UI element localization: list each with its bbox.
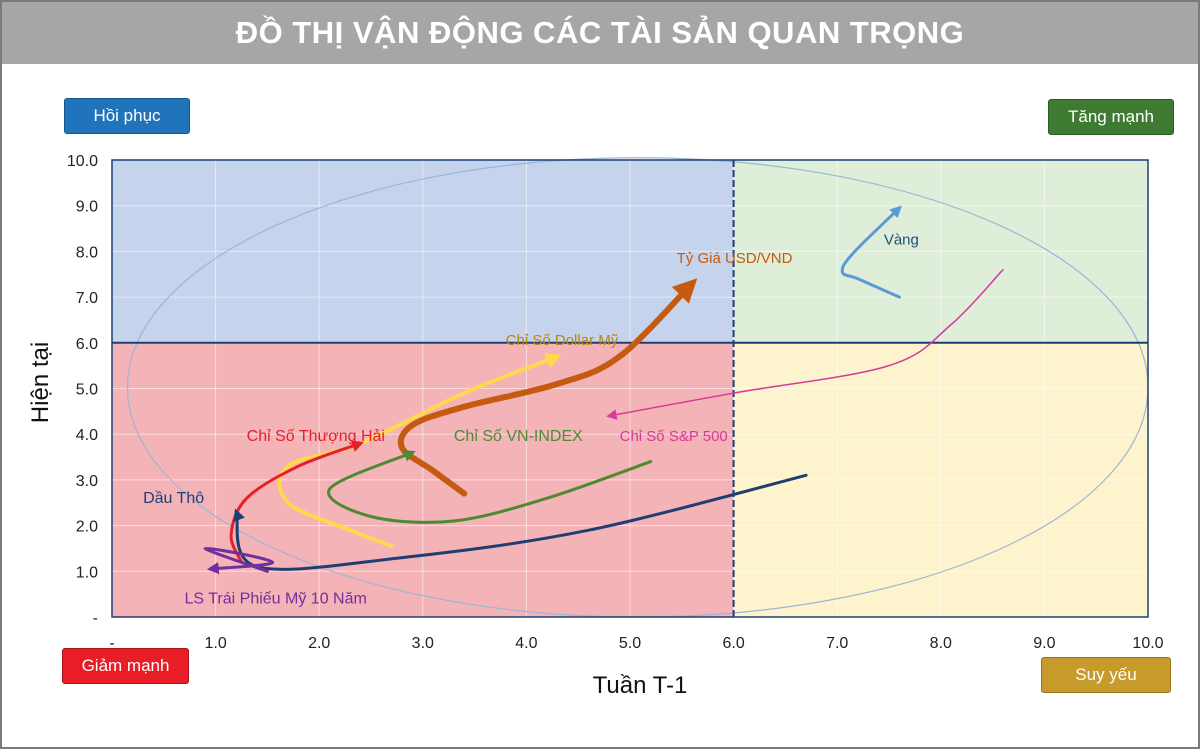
quadrant-label-strong-rise: Tăng mạnh (1048, 99, 1174, 135)
y-tick-label: 1.0 (76, 564, 98, 581)
x-tick-label: 9.0 (1033, 635, 1055, 652)
y-tick-label: 6.0 (76, 336, 98, 353)
x-tick-label: 6.0 (722, 635, 744, 652)
series-line-5 (606, 268, 1004, 420)
x-tick-label: 7.0 (826, 635, 848, 652)
y-tick-label: 4.0 (76, 427, 98, 444)
series-label-5: Chỉ Số S&P 500 (620, 428, 728, 445)
x-tick-label: 4.0 (515, 635, 537, 652)
series-label-1: Tỷ Giá USD/VND (677, 250, 793, 267)
series-label-3: Chỉ Số Thượng Hải (247, 428, 385, 445)
series-label-6: Dầu Thô (143, 490, 204, 507)
quadrant-dividers (112, 160, 1148, 617)
series-line-2 (277, 353, 562, 549)
series-line-0 (840, 205, 902, 299)
series-line-1 (397, 278, 698, 497)
chart-title: ĐỒ THỊ VẬN ĐỘNG CÁC TÀI SẢN QUAN TRỌNG (2, 2, 1198, 64)
y-tick-label: 7.0 (76, 290, 98, 307)
x-tick-label: 8.0 (930, 635, 952, 652)
series-line-3 (229, 440, 364, 564)
x-tick-label: 10.0 (1132, 635, 1163, 652)
plot-frame (111, 159, 1149, 618)
quadrant-label-weakening: Suy yếu (1041, 657, 1171, 693)
x-axis-label: Tuần T-1 (593, 672, 688, 699)
x-tick-label: 3.0 (412, 635, 434, 652)
series-labels: Vàng Tỷ Giá USD/VND Chỉ Số Dollar Mỹ Chỉ Số… (143, 232, 919, 608)
series-label-7: LS Trái Phiếu Mỹ 10 Năm (185, 590, 367, 607)
series-line-7 (203, 546, 275, 575)
y-axis-label: Hiện tại (27, 342, 54, 423)
x-tick-label: 2.0 (308, 635, 330, 652)
y-tick-label: 5.0 (76, 382, 98, 399)
x-tick-label: 5.0 (619, 635, 641, 652)
series-label-0: Vàng (884, 232, 919, 249)
x-tick-label: 1.0 (204, 635, 226, 652)
series-line-4 (327, 450, 653, 524)
quadrant-label-sharp-drop: Giảm mạnh (62, 648, 189, 684)
y-tick-label: 2.0 (76, 519, 98, 536)
quadrant-label-recover: Hồi phục (64, 98, 190, 134)
y-tick-label: 9.0 (76, 199, 98, 216)
x-tick-label: - (109, 635, 114, 652)
y-tick-label: 10.0 (67, 153, 98, 170)
y-tick-label: 3.0 (76, 473, 98, 490)
series-label-4: Chỉ Số VN-INDEX (454, 428, 583, 445)
series-label-2: Chỉ Số Dollar Mỹ (506, 332, 619, 349)
y-tick-label: 8.0 (76, 244, 98, 261)
axis-ticks: - 1.0 2.0 3.0 4.0 5.0 6.0 7.0 8.0 9.0 10.0 - 1.0 2.0 3… (67, 153, 1164, 652)
y-tick-label: - (93, 610, 98, 627)
grid-lines (112, 160, 1148, 617)
series-group (203, 205, 1004, 575)
